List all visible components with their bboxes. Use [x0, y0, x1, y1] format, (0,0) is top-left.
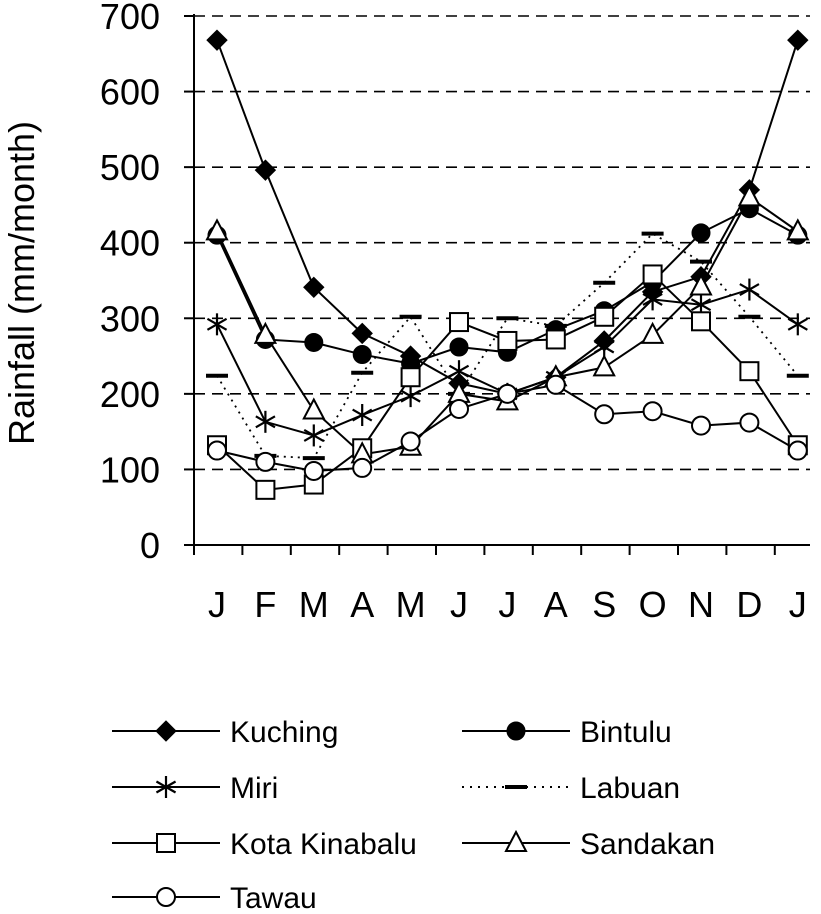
- point-sandakan: [737, 184, 762, 207]
- legend-swatch-marker: [504, 829, 528, 852]
- axes: [184, 14, 810, 555]
- legend-label: Bintulu: [580, 716, 672, 749]
- point-tawau: [303, 460, 324, 481]
- point-sandakan: [302, 397, 326, 420]
- point-kuching: [303, 276, 325, 299]
- point-sandakan: [205, 218, 229, 241]
- legend: Kuching Bintulu Miri Labuan Kota Kinabalu San…: [112, 716, 715, 914]
- point-bintulu: [304, 332, 324, 352]
- point-kota-kinabalu: [449, 312, 469, 333]
- point-kota-kinabalu: [255, 479, 276, 500]
- point-bintulu: [352, 345, 372, 365]
- y-tick-label: 600: [100, 72, 160, 113]
- y-tick-label: 300: [100, 298, 160, 339]
- point-kota-kinabalu: [739, 361, 760, 382]
- point-kuching: [206, 29, 228, 51]
- point-tawau: [594, 404, 615, 425]
- point-sandakan: [253, 321, 278, 344]
- x-tick-label: D: [736, 584, 762, 625]
- point-miri: [642, 288, 663, 311]
- legend-label: Kuching: [230, 716, 338, 749]
- legend-label: Kota Kinabalu: [230, 828, 417, 861]
- legend-swatch-marker: [156, 887, 176, 907]
- point-tawau: [642, 401, 663, 422]
- point-kota-kinabalu: [594, 306, 615, 327]
- legend-item-labuan: Labuan: [462, 772, 680, 805]
- legend-item-kota-kinabalu: Kota Kinabalu: [112, 828, 417, 861]
- legend-swatch-marker: [155, 720, 177, 742]
- point-tawau: [255, 451, 276, 472]
- point-kota-kinabalu: [497, 330, 518, 351]
- x-tick-label: A: [544, 584, 568, 625]
- legend-item-kuching: Kuching: [112, 716, 338, 749]
- legend-label: Labuan: [580, 772, 680, 805]
- point-kota-kinabalu: [545, 329, 566, 350]
- legend-item-tawau: Tawau: [112, 882, 317, 914]
- point-miri: [206, 313, 228, 336]
- point-kota-kinabalu: [691, 311, 711, 332]
- y-tick-label: 100: [100, 449, 160, 490]
- point-miri: [255, 410, 276, 433]
- point-kuching: [351, 322, 373, 345]
- point-tawau: [352, 457, 373, 478]
- legend-item-bintulu: Bintulu: [462, 716, 672, 749]
- x-tick-label: J: [789, 584, 807, 625]
- series-group: [205, 29, 810, 500]
- point-tawau: [545, 374, 566, 395]
- x-tick-label: O: [639, 584, 667, 625]
- y-tick-label: 400: [100, 223, 160, 264]
- legend-swatch-marker: [155, 776, 177, 798]
- legend-swatch-marker: [156, 833, 176, 853]
- point-tawau: [449, 398, 469, 419]
- point-miri: [352, 404, 373, 427]
- point-tawau: [400, 431, 421, 452]
- x-tick-label: J: [208, 584, 226, 625]
- y-tick-label: 700: [100, 0, 160, 37]
- y-axis-label: Rainfall (mm/month): [1, 121, 42, 445]
- point-bintulu: [691, 223, 711, 243]
- point-miri: [400, 385, 421, 408]
- y-tick-label: 500: [100, 147, 160, 188]
- point-kota-kinabalu: [642, 264, 663, 285]
- point-sandakan: [640, 321, 665, 344]
- point-tawau: [691, 415, 711, 436]
- point-kuching: [254, 159, 277, 181]
- x-tick-label: M: [299, 584, 329, 625]
- legend-item-miri: Miri: [112, 772, 278, 805]
- y-tick-label: 0: [140, 525, 160, 566]
- legend-swatch-marker: [506, 721, 526, 741]
- x-tick-label: J: [450, 584, 468, 625]
- point-kota-kinabalu: [400, 367, 421, 388]
- point-sandakan: [786, 218, 810, 241]
- x-tick-label: S: [592, 584, 616, 625]
- point-sandakan: [689, 273, 713, 296]
- point-miri: [787, 313, 808, 336]
- x-tick-label: A: [350, 584, 374, 625]
- x-tick-label: M: [396, 584, 426, 625]
- point-miri: [303, 424, 324, 447]
- legend-item-sandakan: Sandakan: [462, 828, 715, 861]
- legend-label: Miri: [230, 772, 278, 805]
- x-tick-label: N: [688, 584, 714, 625]
- point-kuching: [787, 29, 809, 51]
- point-miri: [448, 360, 470, 383]
- x-tick-label: F: [254, 584, 276, 625]
- point-tawau: [787, 440, 808, 461]
- point-tawau: [207, 440, 227, 461]
- y-tick-label: 200: [100, 374, 160, 415]
- x-tick-label: J: [498, 584, 516, 625]
- point-sandakan: [592, 354, 616, 377]
- legend-label: Tawau: [230, 882, 317, 914]
- point-miri: [739, 278, 760, 301]
- point-tawau: [497, 383, 518, 404]
- point-tawau: [739, 412, 760, 433]
- legend-label: Sandakan: [580, 828, 715, 861]
- point-bintulu: [449, 337, 469, 357]
